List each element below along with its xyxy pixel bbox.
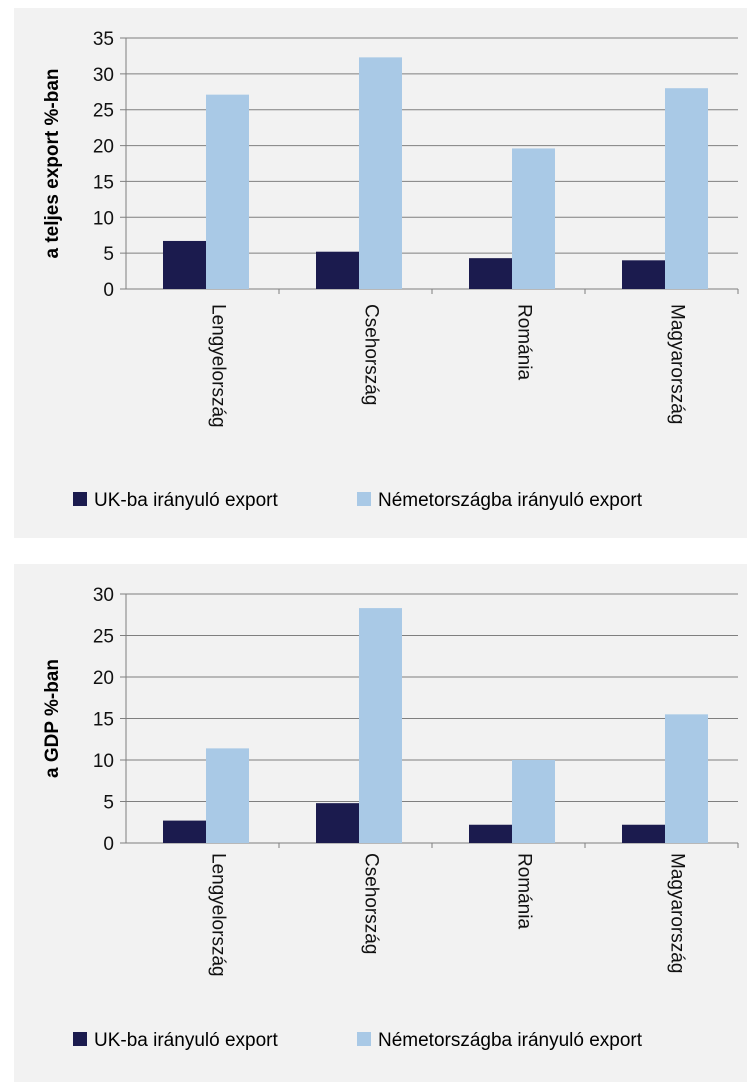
bar-uk-3 [622, 825, 665, 843]
bar-de-1 [359, 608, 402, 843]
y-tick-label: 0 [103, 280, 114, 301]
x-category-label: Románia [514, 304, 535, 380]
chart-gdp: 0 5 10 15 20 25 30 a GDP %-ban Lengyelország Cseh… [14, 564, 747, 1082]
x-category-label: Csehország [361, 304, 382, 405]
y-tick-label: 15 [93, 172, 114, 193]
chart-panel-total-export: 0 5 10 15 20 25 30 35 a teljes export %-ban Lengy… [14, 8, 747, 538]
y-tick-label: 30 [93, 65, 114, 86]
legend-label-uk: UK-ba irányuló export [94, 490, 278, 511]
bar-de-2 [512, 760, 555, 843]
x-category-label: Magyarország [667, 304, 688, 424]
y-tick-label: 15 [93, 710, 114, 731]
y-tick-label: 35 [93, 29, 114, 50]
chart-panel-gdp: 0 5 10 15 20 25 30 a GDP %-ban Lengyelország Cseh… [14, 564, 747, 1082]
y-axis-title: a teljes export %-ban [42, 68, 63, 258]
x-category-label: Lengyelország [208, 304, 229, 428]
y-tick-label: 25 [93, 101, 114, 122]
bar-uk-0 [163, 241, 206, 289]
y-tick-label: 30 [93, 585, 114, 606]
legend-label-de: Németországba irányuló export [378, 490, 643, 511]
bar-uk-1 [316, 803, 359, 843]
bar-de-0 [206, 748, 249, 843]
y-tick-label: 20 [93, 137, 114, 158]
bar-de-3 [665, 714, 708, 843]
chart-total-export: 0 5 10 15 20 25 30 35 a teljes export %-ban Lengy… [14, 8, 747, 538]
bar-uk-3 [622, 260, 665, 289]
legend-swatch-de [357, 1032, 371, 1046]
y-tick-label: 0 [103, 834, 114, 855]
y-tick-label: 20 [93, 668, 114, 689]
legend-swatch-de [357, 492, 371, 506]
y-tick-label: 5 [103, 244, 114, 265]
y-tick-label: 10 [93, 208, 114, 229]
y-tick-label: 5 [103, 793, 114, 814]
legend-swatch-uk [73, 492, 87, 506]
x-category-label: Lengyelország [208, 853, 229, 977]
x-category-label: Románia [514, 853, 535, 929]
x-category-label: Csehország [361, 853, 382, 954]
bar-de-3 [665, 88, 708, 289]
y-axis-title: a GDP %-ban [42, 659, 63, 778]
bar-uk-2 [469, 825, 512, 843]
y-tick-label: 25 [93, 627, 114, 648]
x-category-label: Magyarország [667, 853, 688, 973]
bar-de-2 [512, 148, 555, 289]
bar-de-0 [206, 95, 249, 289]
bar-uk-0 [163, 821, 206, 843]
legend-label-de: Németországba irányuló export [378, 1030, 643, 1051]
bar-uk-1 [316, 252, 359, 289]
bar-de-1 [359, 57, 402, 289]
bar-uk-2 [469, 258, 512, 289]
y-tick-label: 10 [93, 751, 114, 772]
legend-label-uk: UK-ba irányuló export [94, 1030, 278, 1051]
legend-swatch-uk [73, 1032, 87, 1046]
